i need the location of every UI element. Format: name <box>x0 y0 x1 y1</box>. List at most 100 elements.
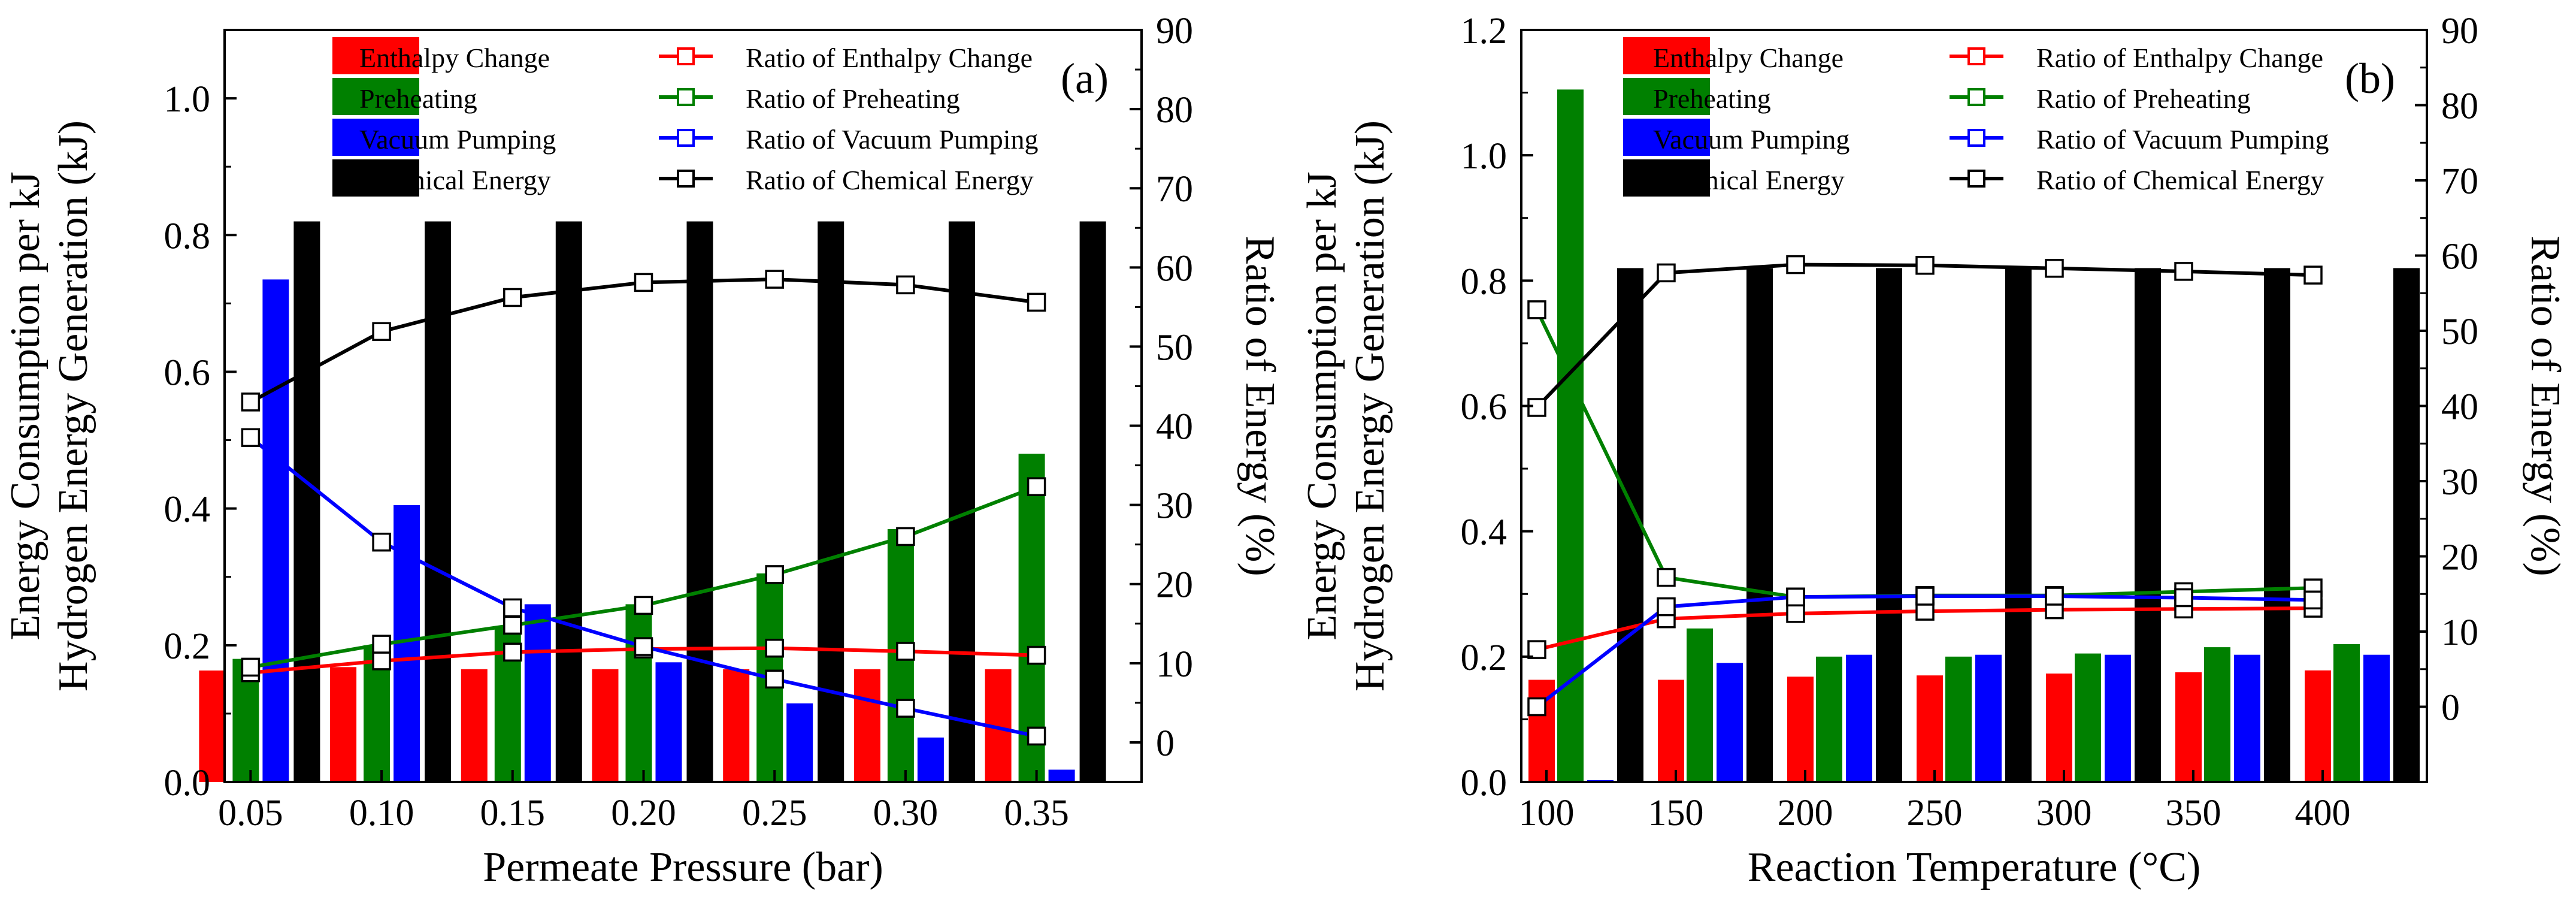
y-tick-label: 0.0 <box>1461 763 1508 804</box>
bar-enthalpy-5 <box>853 669 880 783</box>
y2-tick-label: 90 <box>1156 11 1193 52</box>
bar-enthalpy-1 <box>330 667 357 782</box>
marker-preheating-5 <box>896 527 915 546</box>
legend-swatch-preheating <box>332 78 419 115</box>
legend-marker-vacuum <box>1967 129 1985 147</box>
marker-preheating-0 <box>241 657 261 677</box>
bar-preheating-4 <box>2075 653 2101 782</box>
bar-enthalpy-2 <box>1787 677 1814 782</box>
y2-tick-label: 30 <box>2441 462 2478 503</box>
bar-vacuum-5 <box>917 737 944 782</box>
y-tick-label: 0.6 <box>164 352 211 393</box>
x-tick-label: 350 <box>2166 793 2221 833</box>
x-axis-title: Permeate Pressure (bar) <box>483 844 883 890</box>
bar-preheating-0 <box>1557 89 1584 782</box>
marker-preheating-1 <box>1657 567 1676 587</box>
y2-tick-label: 0 <box>1156 723 1175 764</box>
legend-label-line-chemical: Ratio of Chemical Energy <box>746 165 1034 195</box>
x-tick-label: 0.10 <box>349 793 414 833</box>
bar-preheating-3 <box>625 604 652 782</box>
legend-label-line-preheating: Ratio of Preheating <box>2036 83 2251 114</box>
legend-label-bar-vacuum: Vacuum Pumping <box>1653 124 1849 155</box>
bar-vacuum-0 <box>262 279 289 782</box>
y2-tick-label: 70 <box>1156 169 1193 210</box>
panel-label: (b) <box>2345 55 2395 102</box>
legend-label-bar-enthalpy: Enthalpy Change <box>1653 43 1844 73</box>
y2-tick-label: 90 <box>2441 11 2478 52</box>
y-tick-label: 1.0 <box>1461 136 1508 177</box>
legend-label-bar-preheating: Preheating <box>359 83 477 114</box>
bar-vacuum-6 <box>1048 769 1075 782</box>
x-axis-title: Reaction Temperature (°C) <box>1748 844 2201 890</box>
marker-enthalpy-2 <box>503 642 522 662</box>
y-tick-label: 0.2 <box>164 626 211 667</box>
line-preheating <box>1535 309 2314 599</box>
marker-vacuum-4 <box>2045 587 2064 606</box>
x-tick-label: 250 <box>1907 793 1963 833</box>
bar-vacuum-1 <box>1717 663 1743 782</box>
bar-preheating-3 <box>1945 656 1972 782</box>
bar-preheating-5 <box>2204 647 2230 782</box>
marker-chemical-4 <box>2045 259 2064 278</box>
y2-tick-label: 80 <box>2441 86 2478 127</box>
marker-chemical-3 <box>1915 256 1935 275</box>
y2-tick-label: 50 <box>2441 312 2478 352</box>
y-axis-title-line1: Energy Consumption per kJ <box>1299 171 1345 640</box>
y2-tick-label: 70 <box>2441 161 2478 202</box>
marker-enthalpy-0 <box>1527 640 1546 659</box>
y2-tick-label: 40 <box>1156 407 1193 448</box>
marker-chemical-1 <box>372 322 391 342</box>
x-tick-label: 400 <box>2295 793 2351 833</box>
x-tick-label: 0.20 <box>611 793 676 833</box>
legend-swatch-chemical <box>332 159 419 197</box>
marker-chemical-6 <box>1027 292 1046 312</box>
legend-marker-vacuum <box>677 129 695 147</box>
marker-chemical-0 <box>241 392 261 412</box>
bar-enthalpy-3 <box>592 669 619 783</box>
marker-vacuum-3 <box>634 637 653 656</box>
legend-swatch-enthalpy <box>332 37 419 74</box>
marker-chemical-5 <box>2174 262 2193 281</box>
line-chemical <box>249 277 1037 404</box>
bar-chemical-3 <box>686 221 713 782</box>
y2-tick-label: 80 <box>1156 90 1193 131</box>
y2-axis-title: Ratio of Energy (%) <box>1237 235 1283 576</box>
marker-chemical-3 <box>634 273 653 292</box>
marker-vacuum-6 <box>2303 590 2323 610</box>
marker-chemical-6 <box>2303 265 2323 285</box>
marker-enthalpy-1 <box>372 651 391 671</box>
marker-enthalpy-5 <box>896 642 915 661</box>
x-tick-label: 0.25 <box>742 793 807 833</box>
bar-vacuum-6 <box>2363 654 2390 782</box>
bar-enthalpy-0 <box>199 671 226 782</box>
y2-tick-label: 60 <box>2441 237 2478 277</box>
y-tick-label: 0.4 <box>1461 512 1508 553</box>
y-axis-title-line1: Energy Consumption per kJ <box>2 171 49 640</box>
y-tick-label: 0.8 <box>1461 261 1508 302</box>
y-tick-label: 0.0 <box>164 763 211 804</box>
bar-chemical-4 <box>2135 268 2161 782</box>
y2-axis-title: Ratio of Energy (%) <box>2522 235 2568 576</box>
legend-label-line-preheating: Ratio of Preheating <box>746 83 960 114</box>
bar-enthalpy-6 <box>2305 670 2331 782</box>
legend: Enthalpy Change Ratio of Enthalpy Change P… <box>332 37 1039 197</box>
y2-tick-label: 10 <box>2441 612 2478 653</box>
legend-marker-enthalpy <box>1967 47 1985 65</box>
legend-label-bar-enthalpy: Enthalpy Change <box>359 43 550 73</box>
x-tick-label: 0.35 <box>1004 793 1069 833</box>
marker-vacuum-0 <box>241 428 261 448</box>
y2-tick-label: 0 <box>2441 688 2460 729</box>
y2-tick-label: 30 <box>1156 486 1193 527</box>
legend-swatch-chemical <box>1623 159 1710 197</box>
legend-label-bar-chemical: Chemical Energy <box>1653 165 1845 195</box>
legend-swatch-vacuum <box>1623 119 1710 156</box>
x-tick-label: 0.15 <box>480 793 546 833</box>
marker-vacuum-4 <box>765 669 784 689</box>
legend-label-bar-preheating: Preheating <box>1653 83 1771 114</box>
bar-enthalpy-3 <box>1917 675 1943 782</box>
y2-tick-label: 50 <box>1156 327 1193 368</box>
marker-vacuum-1 <box>1657 597 1676 617</box>
marker-enthalpy-2 <box>1786 604 1805 623</box>
